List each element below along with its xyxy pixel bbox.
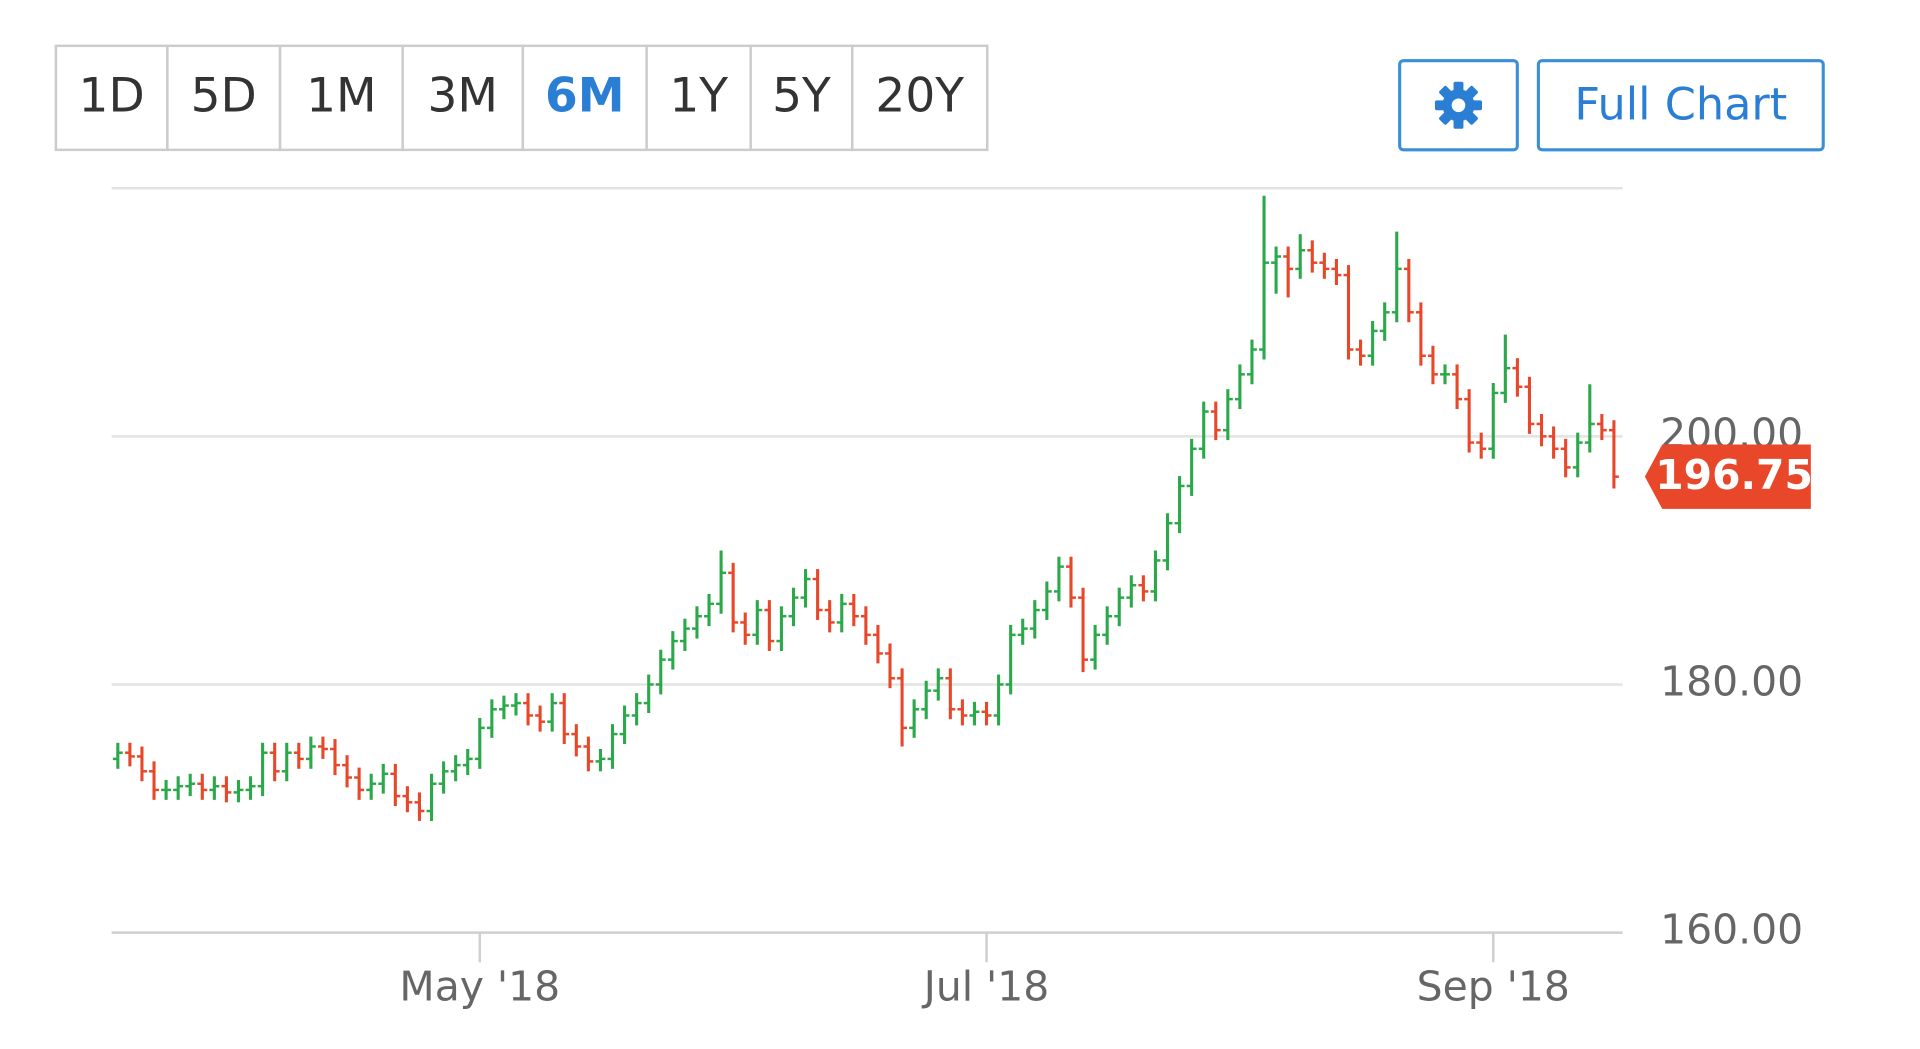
range-button-label[interactable]: 20Y (875, 69, 964, 124)
range-button[interactable] (645, 44, 752, 152)
x-tick-label: Jul '18 (921, 963, 1050, 1011)
range-button-label[interactable]: 6M (545, 69, 625, 124)
last-price-label: 196.75 (1655, 451, 1813, 499)
range-button-label[interactable]: 1M (306, 69, 377, 124)
range-button[interactable] (749, 44, 854, 152)
full-chart-button-frame[interactable] (1536, 59, 1825, 152)
range-button[interactable] (278, 44, 404, 152)
settings-button[interactable] (1398, 59, 1519, 152)
range-button-label[interactable]: 5Y (772, 69, 831, 124)
range-button[interactable] (521, 44, 648, 152)
range-selector: 1D 5D 1M 3M 6M 1Y 5Y 20Y (54, 44, 989, 152)
y-tick-label: 160.00 (1660, 906, 1803, 954)
range-button-label[interactable]: 3M (427, 69, 498, 124)
range-button[interactable] (851, 44, 989, 152)
gear-icon (1434, 81, 1483, 129)
full-chart-label[interactable]: Full Chart (1574, 79, 1787, 131)
range-button-label[interactable]: 5D (191, 69, 257, 124)
range-button-label[interactable]: 1Y (669, 69, 728, 124)
y-tick-label: 180.00 (1660, 657, 1803, 705)
range-button-label[interactable]: 1D (79, 69, 145, 124)
full-chart-button[interactable]: Full Chart (1536, 59, 1825, 152)
x-tick-label: May '18 (399, 963, 560, 1011)
range-button[interactable] (54, 44, 169, 152)
x-tick-label: Sep '18 (1417, 963, 1570, 1011)
last-price-tag (1644, 444, 1811, 509)
range-button[interactable] (166, 44, 282, 152)
